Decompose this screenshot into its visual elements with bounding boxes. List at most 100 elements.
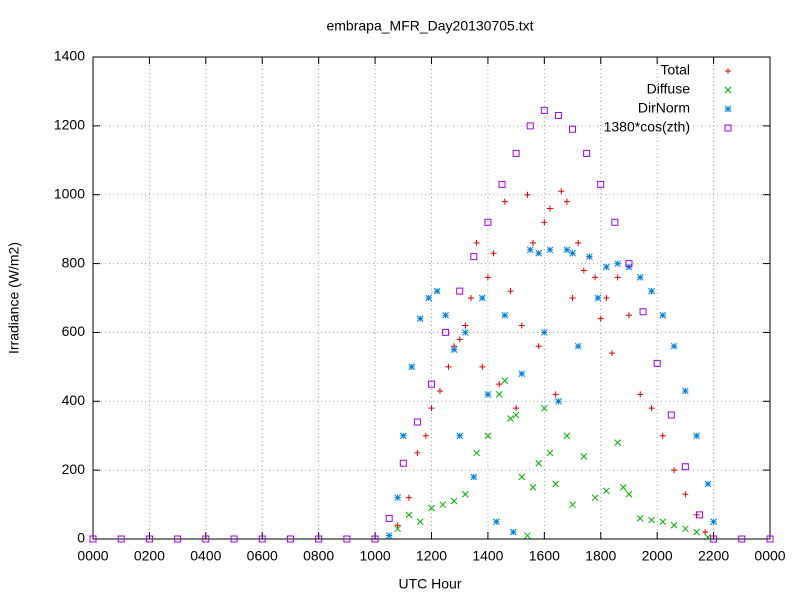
chart-title: embrapa_MFR_Day20130705.txt (326, 18, 533, 34)
x-tick-label: 1800 (585, 548, 616, 564)
y-tick-label: 600 (62, 323, 86, 339)
data-point (394, 494, 402, 502)
data-point (490, 250, 497, 257)
data-point (394, 522, 401, 529)
data-point (479, 363, 486, 370)
data-point (682, 491, 689, 498)
data-point (569, 501, 576, 508)
x-tick-label: 1600 (529, 548, 560, 564)
y-tick-label: 1400 (54, 48, 85, 64)
data-point (526, 246, 534, 254)
legend-label: Total (660, 62, 690, 78)
data-point (501, 311, 509, 319)
data-point (563, 198, 570, 205)
data-point (433, 287, 441, 295)
data-point (609, 350, 616, 357)
data-point (659, 518, 667, 526)
data-point (473, 449, 480, 457)
data-point (648, 516, 655, 524)
data-point (461, 329, 469, 336)
data-point (496, 381, 503, 388)
data-point (442, 311, 449, 319)
data-point (385, 532, 393, 539)
data-point (653, 359, 661, 367)
data-point (524, 191, 531, 198)
data-point (470, 253, 478, 261)
data-point (583, 149, 591, 157)
data-point (636, 514, 644, 522)
data-point (667, 411, 675, 419)
data-point (518, 473, 526, 481)
data-point (399, 459, 407, 467)
data-point (399, 432, 407, 440)
legend-marker (724, 86, 732, 94)
data-point (439, 501, 447, 508)
x-tick-label: 1000 (360, 548, 391, 564)
x-tick-label: 2200 (698, 548, 729, 564)
data-point (535, 459, 543, 467)
data-point (414, 449, 421, 456)
data-point (456, 287, 464, 295)
data-point (456, 336, 463, 343)
x-tick-label: 0600 (247, 548, 278, 564)
data-point (648, 287, 655, 295)
plot-border (92, 56, 771, 540)
data-point (408, 363, 416, 371)
x-tick-label: 0200 (134, 548, 165, 564)
x-tick-label: 0400 (190, 548, 221, 564)
data-point (416, 518, 424, 526)
data-point (580, 453, 588, 460)
data-point (425, 294, 433, 302)
data-point (704, 533, 712, 541)
data-point (405, 511, 413, 519)
legend-label: 1380*cos(zth) (604, 119, 690, 135)
y-tick-label: 200 (62, 461, 86, 477)
data-point (529, 484, 537, 491)
data-point (535, 249, 543, 257)
data-point (518, 322, 525, 329)
data-point (89, 535, 97, 543)
data-point (385, 514, 393, 522)
data-point (145, 535, 153, 543)
data-point (603, 295, 610, 301)
data-point (670, 342, 678, 350)
data-point (695, 511, 703, 519)
data-point (507, 288, 514, 295)
data-point (436, 387, 443, 394)
data-point (484, 432, 492, 440)
data-point (422, 432, 429, 439)
data-point (540, 404, 548, 412)
data-point (693, 528, 701, 536)
data-point (710, 518, 717, 526)
data-point (580, 267, 587, 274)
data-point (498, 180, 506, 188)
data-point (513, 405, 520, 412)
data-point (428, 380, 435, 388)
data-point (671, 467, 678, 474)
data-point (450, 346, 458, 353)
x-tick-label: 1200 (416, 548, 447, 564)
data-point (597, 315, 604, 322)
data-point (535, 343, 542, 350)
data-point (681, 463, 689, 471)
data-point (501, 198, 508, 205)
x-axis-label: UTC Hour (398, 576, 461, 592)
x-tick-label: 1400 (472, 548, 503, 564)
data-point (611, 218, 619, 226)
data-point (552, 391, 559, 398)
x-tick-label: 0800 (303, 548, 334, 564)
data-point (501, 377, 509, 384)
data-point (552, 480, 559, 488)
data-point (659, 432, 666, 439)
y-tick-label: 800 (62, 254, 86, 270)
data-point (766, 535, 774, 543)
data-point (456, 432, 464, 440)
data-point (591, 494, 599, 502)
data-point (512, 411, 520, 419)
data-point (530, 239, 537, 246)
data-point (625, 490, 633, 498)
data-point (670, 521, 678, 529)
data-point (518, 370, 526, 378)
data-point (614, 260, 622, 267)
